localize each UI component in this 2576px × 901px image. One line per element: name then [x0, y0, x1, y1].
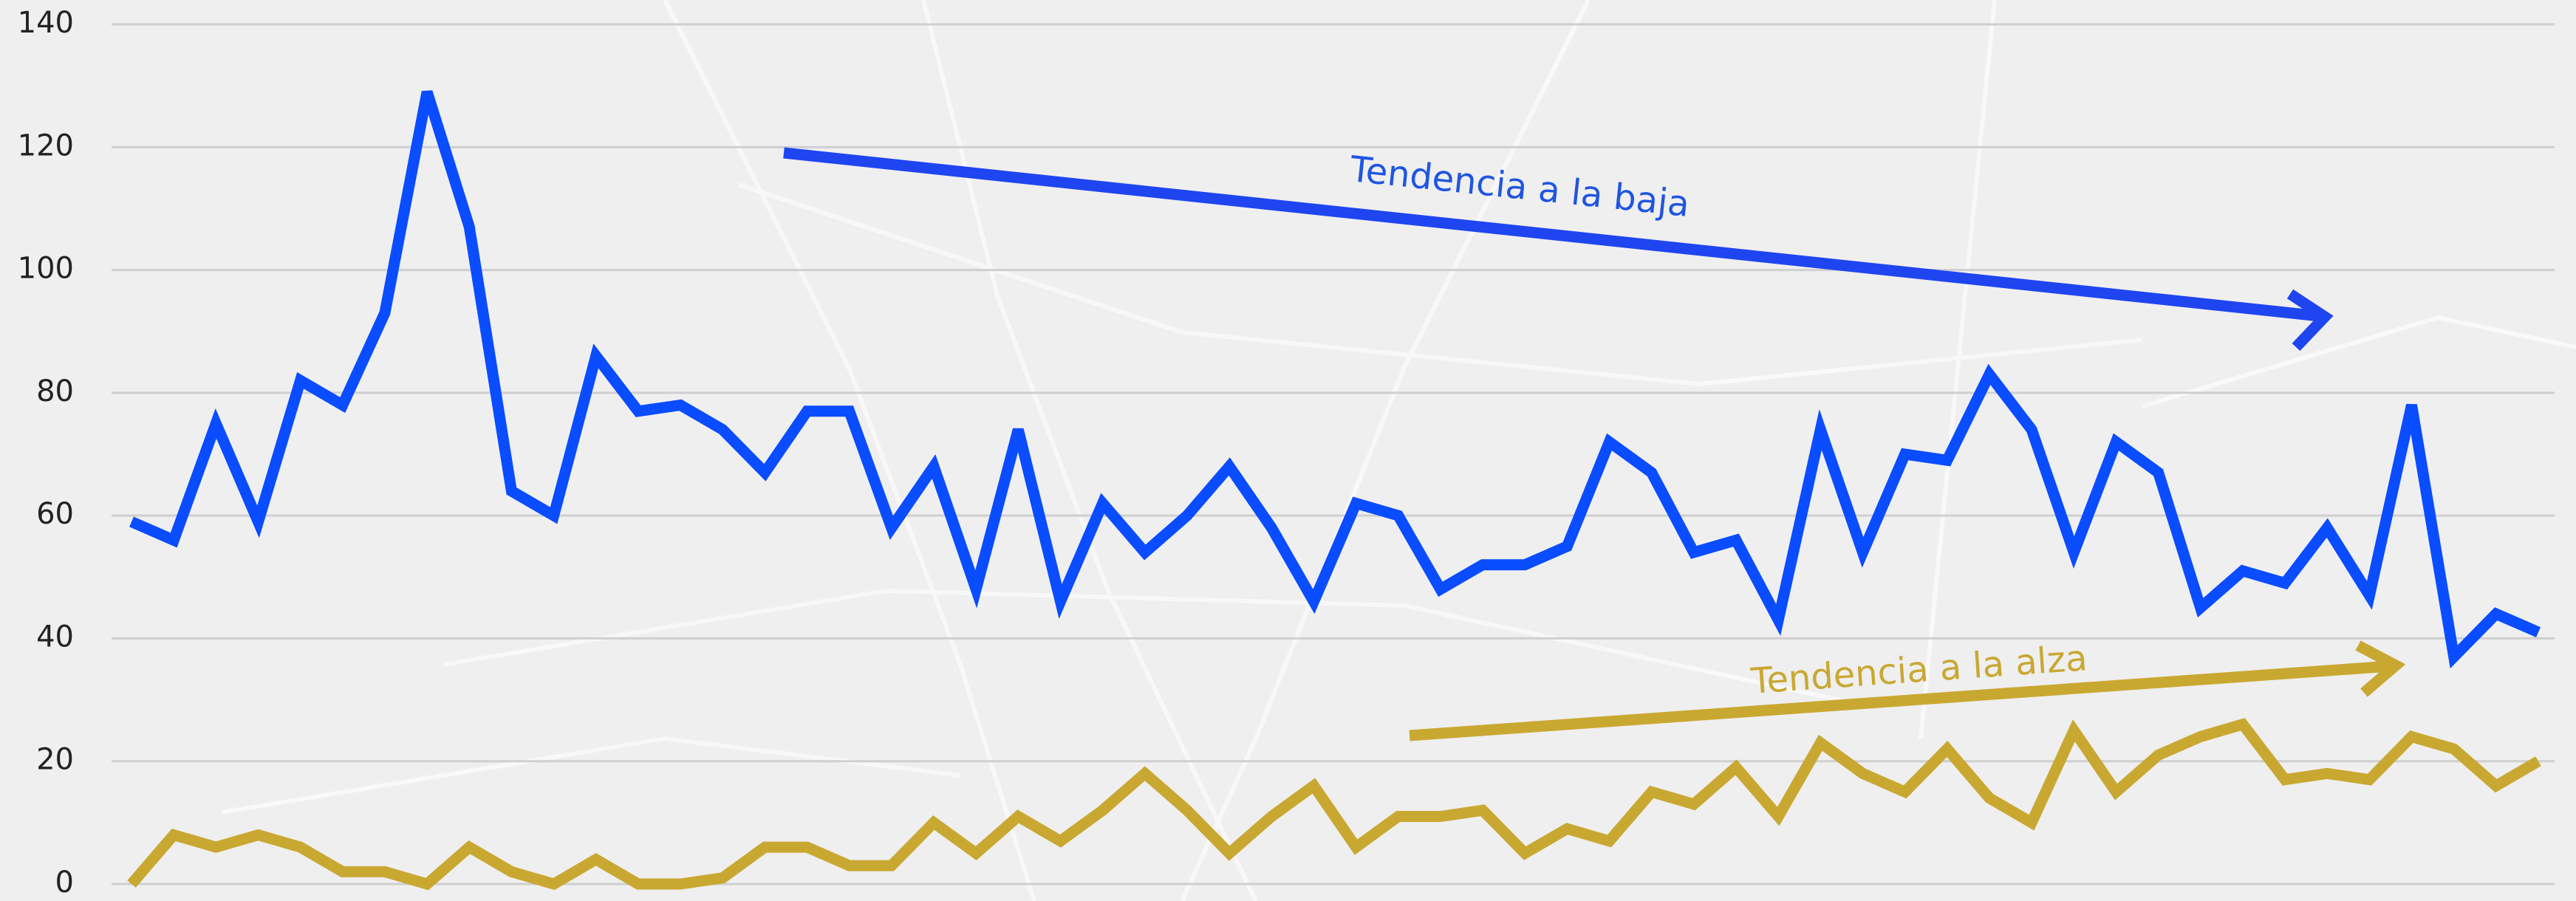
series-line	[129, 90, 2541, 669]
y-tick-label: 40	[36, 620, 74, 654]
arrow-head	[2355, 640, 2406, 697]
y-tick-label: 0	[55, 866, 74, 900]
trend-arrow	[1409, 660, 2391, 741]
y-tick-label: 20	[36, 743, 74, 777]
y-tick-label: 60	[36, 497, 74, 531]
y-tick-label: 80	[36, 374, 74, 408]
y-tick-label: 100	[18, 252, 74, 286]
trend-arrow	[783, 147, 2320, 322]
arrow-head	[2286, 289, 2334, 352]
y-tick-label: 120	[18, 129, 74, 162]
y-tick-label: 140	[18, 6, 74, 40]
series-line	[127, 718, 2541, 891]
